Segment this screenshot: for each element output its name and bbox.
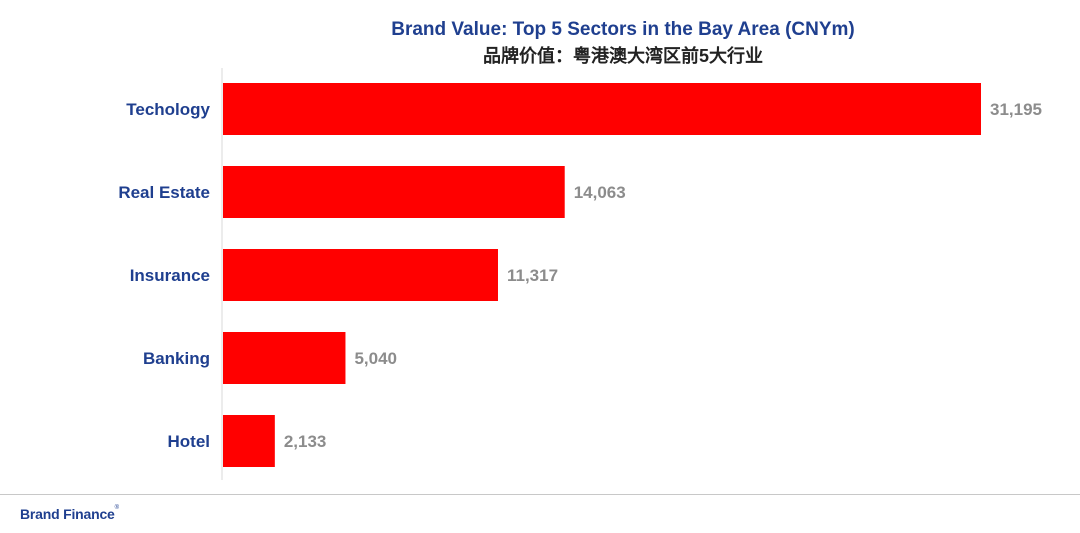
- bar-banking: [223, 332, 346, 384]
- value-label-real-estate: 14,063: [574, 183, 626, 202]
- brand-finance-logo: Brand Finance®: [20, 505, 119, 522]
- value-label-banking: 5,040: [354, 349, 397, 368]
- value-label-hotel: 2,133: [284, 432, 327, 451]
- category-label-banking: Banking: [143, 349, 210, 368]
- brand-name: Brand Finance: [20, 506, 115, 522]
- bar-techology: [223, 83, 981, 135]
- bars-group: Techology 31,195 Real Estate 14,063 Insuranc…: [118, 83, 1042, 467]
- value-label-insurance: 11,317: [507, 266, 558, 285]
- category-label-insurance: Insurance: [130, 266, 210, 285]
- category-label-real-estate: Real Estate: [118, 183, 210, 202]
- category-label-hotel: Hotel: [168, 432, 211, 451]
- bar-insurance: [223, 249, 498, 301]
- chart-subtitle: 品牌价值：粤港澳大湾区前5大行业: [482, 46, 763, 66]
- bar-chart: Techology 31,195 Real Estate 14,063 Insuranc…: [118, 68, 1042, 480]
- category-label-techology: Techology: [126, 100, 210, 119]
- bar-hotel: [223, 415, 275, 467]
- chart-title: Brand Value: Top 5 Sectors in the Bay Ar…: [391, 19, 855, 40]
- value-label-techology: 31,195: [990, 100, 1042, 119]
- bar-real-estate: [223, 166, 565, 218]
- footer-divider: [0, 494, 1080, 495]
- registered-mark: ®: [114, 505, 119, 511]
